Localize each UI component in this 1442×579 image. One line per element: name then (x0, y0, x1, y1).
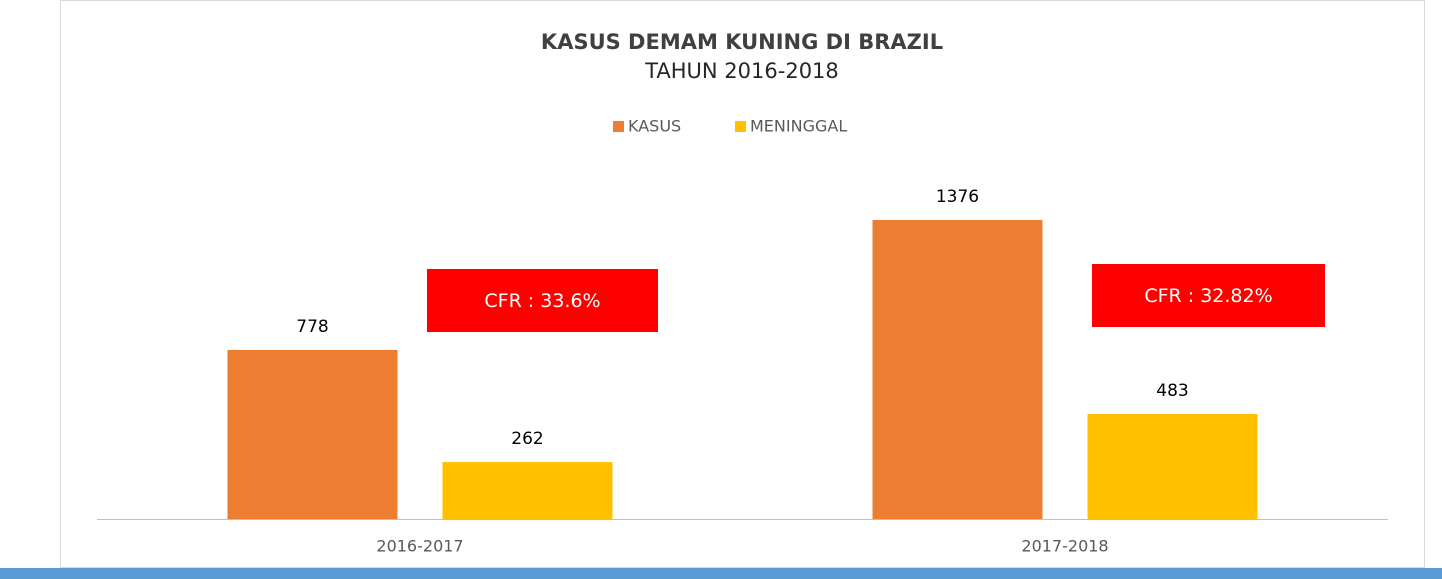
annotation: CFR : 33.6% (484, 290, 600, 312)
data-label: 1376 (936, 187, 979, 207)
annotation-box (427, 269, 658, 332)
legend-label: KASUS (628, 117, 681, 136)
legend-label: MENINGGAL (750, 117, 847, 136)
x-tick-label: 2017-2018 (1021, 537, 1108, 556)
bar (227, 349, 398, 519)
data-label: 778 (296, 317, 328, 337)
chart-title: KASUS DEMAM KUNING DI BRAZIL (541, 30, 943, 54)
chart-subtitle: TAHUN 2016-2018 (644, 59, 839, 83)
bar (442, 462, 613, 519)
bar (1087, 414, 1258, 519)
data-label: 483 (1156, 381, 1188, 401)
legend-swatch (613, 121, 624, 132)
annotation-box (1092, 264, 1325, 327)
annotation: CFR : 32.82% (1144, 285, 1272, 307)
data-label: 262 (511, 429, 543, 449)
x-tick-label: 2016-2017 (376, 537, 463, 556)
bar (872, 220, 1043, 519)
bottom-strip (0, 568, 1442, 579)
legend-swatch (735, 121, 746, 132)
